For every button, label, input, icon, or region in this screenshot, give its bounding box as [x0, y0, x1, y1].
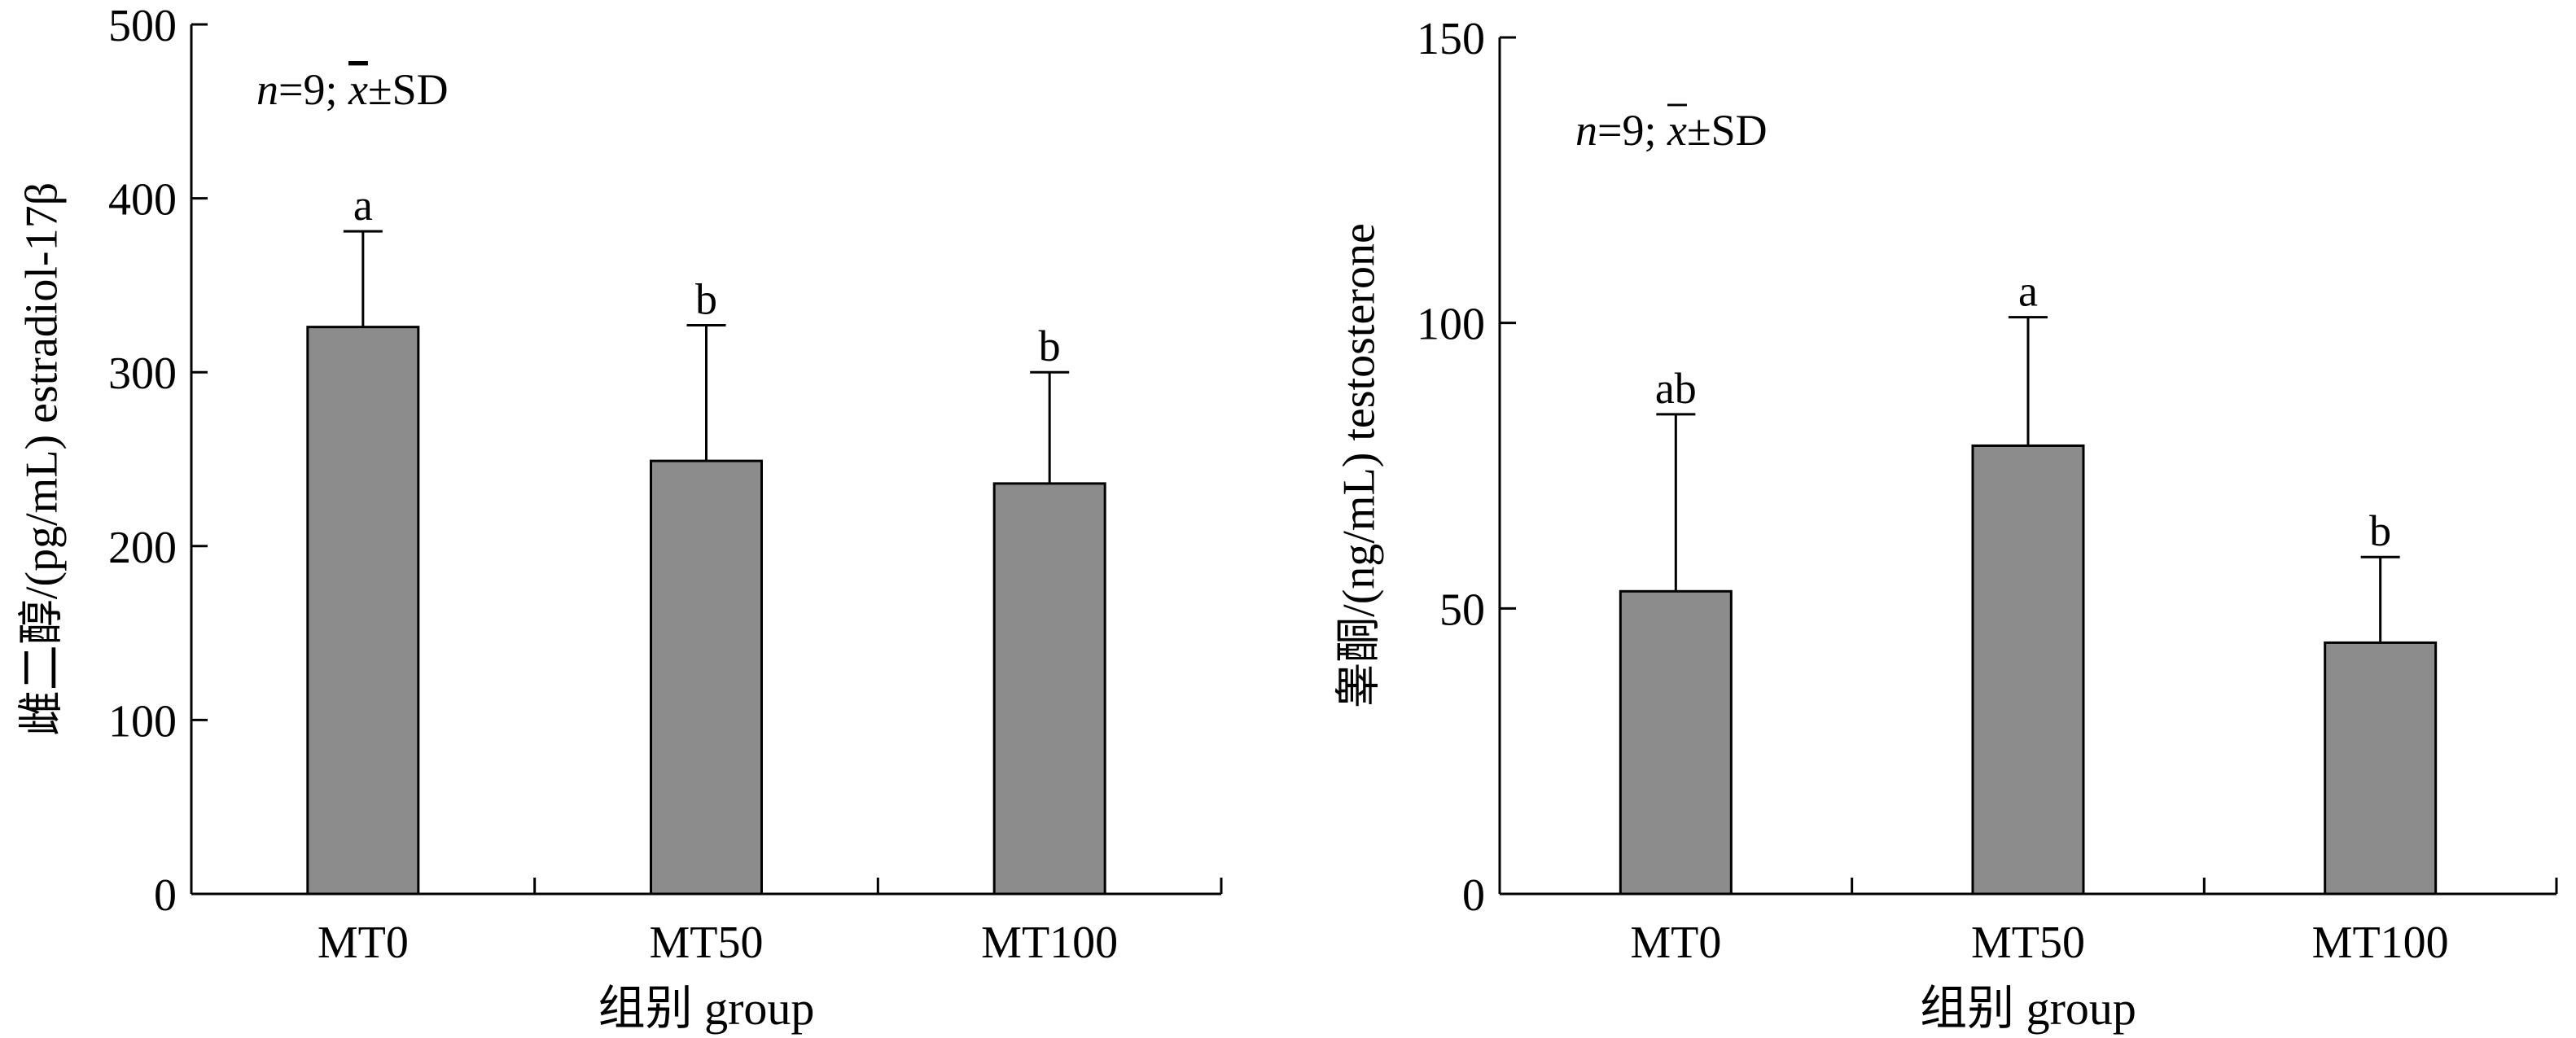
- estradiol-chart-panel: 0 100 200 300 400 500 a MT0 b MT50 b MT100 组别 group 雌…: [17, 1, 1223, 1035]
- x-tick-label: MT100: [2312, 918, 2449, 968]
- stats-annotation: n=9; x±SD: [1575, 106, 1768, 155]
- y-tick-label: 100: [1417, 300, 1485, 350]
- y-axis-title: 睾酮/(ng/mL) testosterone: [1334, 223, 1385, 708]
- y-tick-label: 100: [108, 696, 177, 747]
- x-tick-label: MT0: [1630, 918, 1721, 968]
- annotation-n: n: [1575, 106, 1597, 155]
- stats-annotation: n=9; x±SD: [256, 65, 449, 114]
- y-tick-label: 500: [108, 1, 177, 51]
- x-tick-label: MT50: [650, 918, 764, 968]
- bar-mt100: [992, 482, 1106, 896]
- annotation-pm-sd: ±SD: [368, 65, 449, 114]
- annotation-n-value: =9;: [1597, 106, 1667, 155]
- x-tick-label: MT0: [318, 918, 409, 968]
- x-tick-label: MT50: [1971, 918, 2085, 968]
- significance-letter: b: [1039, 322, 1061, 370]
- significance-letter: a: [2018, 267, 2038, 316]
- annotation-mean-symbol: x: [348, 65, 368, 114]
- bar-mt0: [306, 326, 420, 896]
- y-tick-label: 50: [1439, 585, 1485, 635]
- bar-mt0: [1619, 589, 1733, 896]
- annotation-n: n: [256, 65, 278, 114]
- annotation-pm-sd: ±SD: [1687, 106, 1768, 155]
- bar-mt100: [2324, 641, 2438, 896]
- y-tick-label: 400: [108, 175, 177, 226]
- annotation-mean-symbol: x: [1667, 106, 1687, 155]
- x-axis-title: 组别 group: [598, 982, 815, 1035]
- annotation-n-value: =9;: [278, 65, 348, 114]
- x-axis-title: 组别 group: [1920, 982, 2136, 1035]
- significance-letter: b: [2369, 506, 2391, 555]
- y-tick-label: 0: [1462, 870, 1485, 921]
- significance-letter: ab: [1655, 364, 1697, 413]
- significance-letter: a: [353, 181, 373, 230]
- y-tick-label: 150: [1417, 14, 1485, 64]
- y-axis-title: 雌二醇/(pg/mL) estradiol-17β: [17, 182, 68, 736]
- x-tick-label: MT100: [981, 918, 1118, 968]
- significance-letter: b: [695, 275, 717, 324]
- y-tick-label: 300: [108, 348, 177, 399]
- bar-mt50: [650, 459, 763, 896]
- testosterone-chart-panel: 0 50 100 150 ab MT0 a MT50 b MT100 组别 group 睾酮/(ng/…: [1334, 14, 2558, 1035]
- bar-mt50: [1971, 444, 2085, 896]
- y-tick-label: 200: [108, 523, 177, 573]
- y-tick-label: 0: [154, 870, 177, 921]
